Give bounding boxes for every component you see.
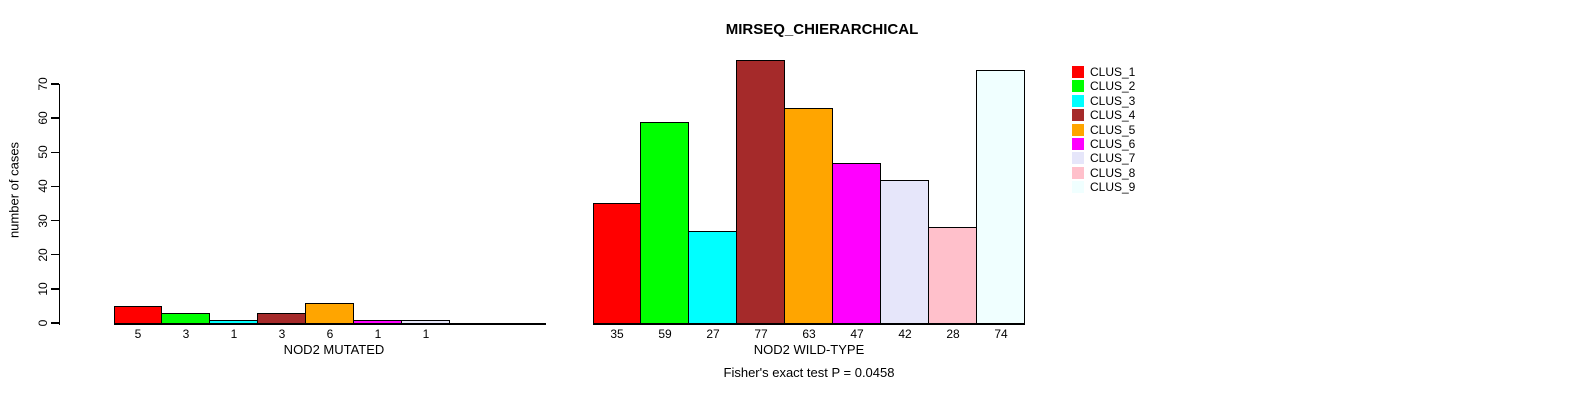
legend-label-clus_7: CLUS_7	[1090, 151, 1136, 166]
x-axis-line-wildtype	[593, 323, 1025, 325]
legend-swatch-clus_5	[1072, 123, 1084, 136]
bar-clus_4	[735, 60, 785, 325]
y-tick-mark	[50, 117, 59, 119]
bar-value-label: 3	[278, 327, 286, 341]
legend-label-clus_5: CLUS_5	[1090, 122, 1136, 137]
bar-value-label: 59	[658, 327, 672, 341]
bar-value-label: 27	[706, 327, 720, 341]
bar-value-label: 63	[802, 327, 816, 341]
chart-title: MIRSEQ_CHIERARCHICAL	[725, 21, 919, 38]
y-tick-mark	[50, 322, 59, 324]
legend-swatch-clus_1	[1072, 66, 1084, 78]
bar-clus_9	[975, 70, 1025, 325]
x-axis-line-mutated	[114, 323, 546, 325]
legend-swatch-clus_2	[1072, 80, 1084, 93]
legend-label-clus_3: CLUS_3	[1090, 93, 1136, 108]
bar-clus_8	[927, 227, 977, 325]
bar-value-label: 3	[182, 327, 190, 341]
y-tick-mark	[50, 253, 59, 256]
y-tick-mark	[50, 83, 59, 85]
fisher-test-annotation: Fisher's exact test P = 0.0458	[723, 365, 895, 380]
y-tick-mark	[50, 219, 59, 222]
bar-value-label: 1	[374, 327, 382, 341]
y-axis-line	[58, 84, 60, 325]
bar-clus_5	[783, 107, 833, 325]
legend-swatch-clus_4	[1072, 109, 1084, 122]
bar-value-label: 42	[898, 327, 912, 341]
legend-swatch-clus_7	[1072, 152, 1084, 165]
bar-value-label: 1	[422, 327, 430, 341]
bar-clus_1	[593, 203, 641, 325]
y-tick-label: 0	[36, 319, 50, 327]
bar-clus_3	[687, 230, 737, 325]
y-tick-mark	[50, 185, 59, 188]
y-tick-mark	[50, 288, 59, 290]
bar-value-label: 28	[946, 327, 960, 341]
bar-clus_6	[831, 162, 881, 325]
legend-label-clus_2: CLUS_2	[1090, 79, 1136, 94]
bar-value-label: 77	[754, 327, 768, 341]
bar-value-label: 35	[610, 327, 624, 341]
bar-value-label: 47	[850, 327, 864, 341]
bar-value-label: 1	[230, 327, 238, 341]
y-tick-label: 10	[36, 282, 50, 296]
legend-label-clus_4: CLUS_4	[1090, 108, 1136, 123]
bar-clus_2	[639, 121, 689, 325]
x-axis-label-mutated: NOD2 MUTATED	[283, 342, 385, 357]
legend-swatch-clus_3	[1072, 94, 1084, 107]
bar-clus_7	[879, 179, 929, 325]
legend-label-clus_8: CLUS_8	[1090, 165, 1136, 180]
bar-value-label: 5	[134, 327, 142, 341]
x-axis-label-wildtype: NOD2 WILD-TYPE	[753, 342, 865, 357]
y-tick-label: 20	[36, 248, 50, 262]
legend-label-clus_6: CLUS_6	[1090, 137, 1136, 151]
y-tick-label: 60	[36, 111, 50, 125]
legend-label-clus_1: CLUS_1	[1090, 65, 1136, 79]
legend-label-clus_9: CLUS_9	[1090, 180, 1136, 195]
legend-swatch-clus_9	[1072, 181, 1084, 194]
y-tick-label: 40	[36, 179, 50, 194]
bar-clus_1	[114, 305, 162, 325]
bar-value-label: 74	[994, 327, 1008, 341]
y-tick-label: 50	[36, 145, 50, 159]
bar-value-label: 6	[326, 327, 334, 341]
y-tick-label: 30	[36, 213, 50, 228]
y-tick-label: 70	[36, 77, 50, 91]
y-axis-label: number of cases	[6, 141, 22, 239]
y-tick-mark	[50, 151, 59, 154]
legend-swatch-clus_6	[1072, 138, 1084, 150]
bar-clus_5	[304, 302, 354, 325]
legend-swatch-clus_8	[1072, 166, 1084, 179]
